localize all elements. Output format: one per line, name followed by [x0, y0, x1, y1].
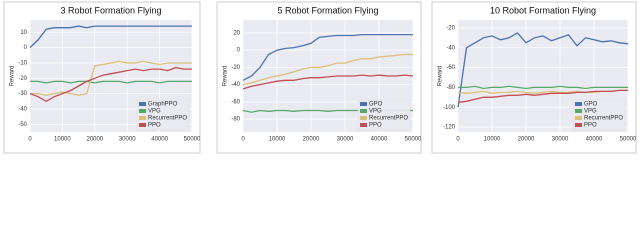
legend-label: PPO	[148, 123, 161, 129]
y-tick-label: -20	[231, 65, 240, 71]
y-tick-label: -60	[231, 99, 240, 105]
chart-title: 5 Robot Formation Flying	[277, 5, 378, 15]
y-tick-label: -50	[18, 122, 27, 128]
x-tick-label: 20000	[518, 137, 535, 143]
chart-title: 3 Robot Formation Flying	[60, 5, 161, 15]
y-tick-label: -80	[446, 85, 455, 91]
x-tick-label: 40000	[586, 137, 603, 143]
legend-swatch	[360, 102, 367, 106]
legend-label: GPO	[369, 102, 383, 108]
x-tick-label: 50000	[620, 137, 637, 143]
x-tick-label: 40000	[371, 137, 388, 143]
series-line	[30, 60, 192, 96]
legend-swatch	[575, 102, 582, 106]
y-tick-label: -20	[446, 26, 455, 32]
y-tick-label: -40	[18, 107, 27, 113]
x-tick-label: 0	[28, 137, 32, 143]
series-line	[30, 80, 192, 84]
series-line	[29, 25, 192, 49]
x-tick-label: 0	[241, 137, 245, 143]
legend-label: VPG	[369, 109, 382, 115]
series-line	[242, 53, 413, 86]
legend-label: PPO	[369, 123, 382, 129]
legend-label: RecurrentPPO	[148, 116, 187, 122]
y-tick-label: -10	[18, 61, 27, 67]
chart-title: 10 Robot Formation Flying	[490, 5, 596, 15]
y-tick-label: -80	[231, 117, 240, 123]
y-tick-label: -120	[443, 125, 456, 131]
x-tick-label: 20000	[86, 137, 103, 143]
series-line	[457, 89, 628, 103]
y-tick-label: -40	[231, 82, 240, 88]
x-tick-label: 50000	[405, 137, 422, 143]
y-axis-label: Reward	[10, 66, 16, 87]
legend-label: RecurrentPPO	[584, 116, 623, 122]
y-tick-label: -100	[443, 105, 456, 111]
series-line	[242, 33, 413, 81]
x-tick-label: 10000	[484, 137, 501, 143]
y-axis-label: Reward	[223, 66, 229, 87]
series-line	[242, 74, 414, 90]
y-tick-label: 0	[237, 48, 241, 54]
x-tick-label: 10000	[269, 137, 286, 143]
x-tick-label: 30000	[337, 137, 354, 143]
legend-swatch	[139, 116, 146, 120]
legend-swatch	[139, 109, 146, 113]
legend-swatch	[360, 123, 367, 127]
x-tick-label: 50000	[184, 137, 201, 143]
series-line	[458, 85, 628, 90]
figure: 3 Robot Formation Flying Reward 10 0 -10 -20 -…	[3, 1, 637, 154]
x-tick-label: 30000	[552, 137, 569, 143]
series-line	[29, 66, 192, 103]
y-tick-label: -60	[446, 65, 455, 71]
y-tick-label: -40	[446, 45, 455, 51]
legend-label: RecurrentPPO	[369, 116, 408, 122]
legend-swatch	[575, 116, 582, 120]
legend-swatch	[575, 109, 582, 113]
legend-label: GraphPPO	[148, 102, 178, 108]
x-tick-label: 0	[456, 137, 460, 143]
x-tick-label: 20000	[303, 137, 320, 143]
legend-swatch	[360, 116, 367, 120]
legend-label: VPG	[584, 109, 597, 115]
y-tick-label: 20	[233, 31, 240, 37]
y-tick-label: 0	[24, 45, 28, 51]
x-tick-label: 30000	[119, 137, 136, 143]
x-tick-label: 40000	[151, 137, 168, 143]
series-line	[457, 32, 629, 108]
legend-label: GPO	[584, 102, 598, 108]
x-tick-label: 10000	[54, 137, 71, 143]
y-tick-label: -30	[18, 91, 27, 97]
legend-swatch	[139, 123, 146, 127]
y-tick-label: 10	[20, 30, 27, 36]
legend-swatch	[360, 109, 367, 113]
legend-swatch	[139, 102, 146, 106]
legend-label: VPG	[148, 109, 161, 115]
y-tick-label: -20	[18, 76, 27, 82]
legend-swatch	[575, 123, 582, 127]
legend-label: PPO	[584, 123, 597, 129]
y-axis-label: Reward	[438, 66, 444, 87]
